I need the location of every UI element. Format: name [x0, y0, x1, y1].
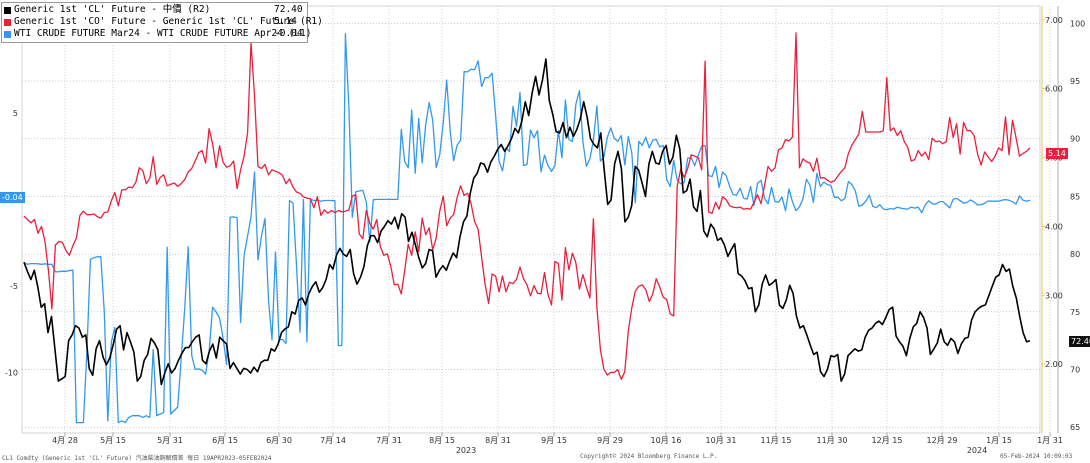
price-axis-badge: 72.40 [1069, 336, 1090, 347]
series-cl-front-month [23, 58, 1031, 386]
gridlines [21, 5, 1051, 434]
footer-copyright: Copyright© 2024 Bloomberg Finance L.P. [580, 453, 718, 460]
spread-tick-label: 6.00 [1045, 85, 1063, 94]
left-tick-label: -5 [10, 282, 18, 291]
year-label: 2024 [967, 446, 987, 455]
series-wti-mar-apr-spread [23, 33, 1031, 424]
x-tick-label: 8月 15 [429, 436, 455, 445]
price-tick-label: 75 [1070, 308, 1080, 317]
legend: Generic 1st 'CL' Future - 中價 (R2) 72.40 … [1, 2, 323, 43]
legend-label-wti: WTI CRUDE FUTURE Mar24 - WTI CRUDE FUTUR… [14, 28, 312, 39]
x-tick-label: 12月 15 [872, 436, 903, 445]
x-tick-label: 8月 31 [485, 436, 511, 445]
left-tick-label: -10 [5, 368, 18, 377]
footer-timestamp: 05-Feb-2024 10:09:03 [1000, 453, 1073, 460]
legend-label-cl: Generic 1st 'CL' Future - 中價 (R2) [14, 4, 211, 15]
spread-tick-label: 4.00 [1045, 222, 1063, 231]
price-tick-label: 65 [1070, 423, 1080, 432]
x-tick-label: 5月 31 [157, 436, 183, 445]
x-tick-label: 9月 15 [541, 436, 567, 445]
spread-tick-label: 2.00 [1045, 360, 1063, 369]
series-brent-wti-spread [23, 32, 1031, 380]
x-tick-label: 5月 15 [100, 436, 126, 445]
legend-swatch-spread [4, 18, 11, 26]
price-tick-label: 90 [1070, 135, 1080, 144]
legend-item-wti: WTI CRUDE FUTURE Mar24 - WTI CRUDE FUTUR… [4, 28, 312, 40]
price-tick-label: 100 [1070, 19, 1085, 28]
price-tick-label: 80 [1070, 250, 1080, 259]
legend-item-spread: Generic 1st 'CO' Future - Generic 1st 'C… [4, 16, 323, 28]
axes: 100 95 90 85 80 75 70 65 4月 28 5月 15 5月 31 6月 15 6月 … [5, 6, 1085, 455]
x-tick-label: 10月 31 [706, 436, 737, 445]
x-tick-label: 7月 31 [376, 436, 402, 445]
footer-source: CL1 Comdty (Generic 1st 'CL' Future) 汽油柴… [2, 455, 272, 462]
legend-value-spread: 5.14 [274, 16, 297, 27]
x-tick-label: 1月 31 [1037, 436, 1063, 445]
year-label: 2023 [456, 446, 476, 455]
x-tick-label: 7月 14 [320, 436, 346, 445]
legend-value-cl: 72.40 [274, 4, 303, 15]
x-tick-label: 10月 16 [651, 436, 682, 445]
x-tick-label: 12月 29 [927, 436, 958, 445]
x-tick-label: 6月 15 [212, 436, 238, 445]
spread-axis-badge: 5.14 [1046, 148, 1068, 159]
spread-tick-label: 7.00 [1045, 16, 1063, 25]
legend-swatch-wti [4, 30, 11, 38]
price-tick-label: 95 [1070, 77, 1080, 86]
spread-tick-label: 3.00 [1045, 291, 1063, 300]
x-tick-label: 11月 30 [817, 436, 848, 445]
price-tick-label: 70 [1070, 366, 1080, 375]
legend-item-cl: Generic 1st 'CL' Future - 中價 (R2) 72.40 [4, 4, 303, 16]
plot-frame [21, 5, 1041, 434]
left-axis-badge: -0.04 [0, 192, 25, 203]
legend-value-wti: -0.04 [274, 28, 303, 39]
x-tick-label: 11月 15 [761, 436, 792, 445]
x-tick-label: 1月 15 [986, 436, 1012, 445]
x-tick-label: 4月 28 [52, 436, 78, 445]
legend-label-spread: Generic 1st 'CO' Future - Generic 1st 'C… [14, 16, 323, 27]
price-tick-label: 85 [1070, 192, 1080, 201]
legend-swatch-cl [4, 6, 11, 14]
series-layer [23, 32, 1031, 424]
x-tick-label: 9月 29 [597, 436, 623, 445]
left-tick-label: 5 [13, 109, 18, 118]
x-tick-label: 6月 30 [266, 436, 292, 445]
